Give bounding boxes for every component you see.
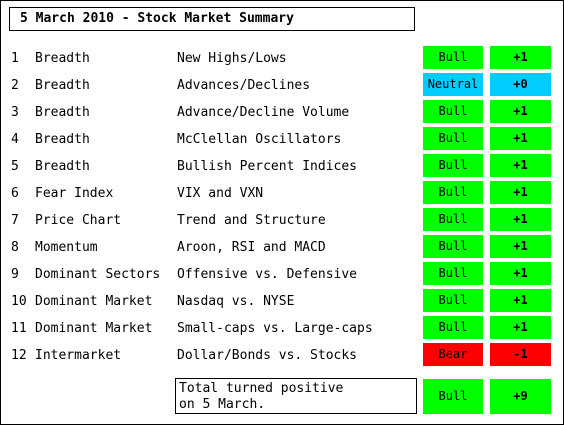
row-number: 4 — [11, 132, 19, 147]
row-number: 7 — [11, 213, 19, 228]
score-badge: +1 — [490, 262, 551, 285]
row-indicator: Advances/Declines — [177, 78, 311, 93]
row-indicator: Aroon, RSI and MACD — [177, 240, 326, 255]
score-badge: +1 — [490, 316, 551, 339]
table-row: 2 Breadth Advances/Declines Neutral +0 — [1, 72, 564, 99]
row-category: Momentum — [35, 240, 98, 255]
score-badge: +1 — [490, 127, 551, 150]
summary-note-line-2: on 5 March. — [179, 397, 266, 412]
row-indicator: New Highs/Lows — [177, 51, 287, 66]
score-badge: +1 — [490, 181, 551, 204]
table-row: 3 Breadth Advance/Decline Volume Bull +1 — [1, 99, 564, 126]
table-row: 7 Price Chart Trend and Structure Bull +1 — [1, 207, 564, 234]
row-category: Intermarket — [35, 348, 122, 363]
signal-badge: Neutral — [423, 73, 483, 96]
row-indicator: Advance/Decline Volume — [177, 105, 350, 120]
table-row: 4 Breadth McClellan Oscillators Bull +1 — [1, 126, 564, 153]
row-category: Breadth — [35, 51, 90, 66]
row-number: 5 — [11, 159, 19, 174]
summary-note-line-1: Total turned positive — [179, 381, 344, 396]
table-row: 10 Dominant Market Nasdaq vs. NYSE Bull +1 — [1, 288, 564, 315]
row-number: 6 — [11, 186, 19, 201]
row-category: Breadth — [35, 78, 90, 93]
signal-badge: Bull — [423, 100, 483, 123]
row-indicator: Offensive vs. Defensive — [177, 267, 358, 282]
signal-badge: Bull — [423, 181, 483, 204]
row-number: 9 — [11, 267, 19, 282]
page-title: 5 March 2010 - Stock Market Summary — [9, 7, 415, 31]
row-category: Dominant Sectors — [35, 267, 161, 282]
row-number: 1 — [11, 51, 19, 66]
row-indicator: VIX and VXN — [177, 186, 264, 201]
row-number: 10 — [11, 294, 27, 309]
signal-badge: Bear — [423, 343, 483, 366]
table-row: 5 Breadth Bullish Percent Indices Bull +1 — [1, 153, 564, 180]
table-row: 1 Breadth New Highs/Lows Bull +1 — [1, 45, 564, 72]
score-badge: +0 — [490, 73, 551, 96]
row-category: Dominant Market — [35, 321, 153, 336]
row-number: 11 — [11, 321, 27, 336]
score-badge: +1 — [490, 100, 551, 123]
row-category: Price Chart — [35, 213, 122, 228]
row-number: 12 — [11, 348, 27, 363]
table-row: 8 Momentum Aroon, RSI and MACD Bull +1 — [1, 234, 564, 261]
total-score-badge: +9 — [490, 379, 551, 414]
signal-badge: Bull — [423, 316, 483, 339]
row-indicator: McClellan Oscillators — [177, 132, 342, 147]
row-category: Breadth — [35, 159, 90, 174]
row-indicator: Trend and Structure — [177, 213, 326, 228]
signal-badge: Bull — [423, 127, 483, 150]
total-signal-badge: Bull — [423, 379, 483, 414]
score-badge: +1 — [490, 289, 551, 312]
row-indicator: Dollar/Bonds vs. Stocks — [177, 348, 358, 363]
table-row: 6 Fear Index VIX and VXN Bull +1 — [1, 180, 564, 207]
score-badge: +1 — [490, 46, 551, 69]
score-badge: +1 — [490, 208, 551, 231]
score-badge: +1 — [490, 154, 551, 177]
score-badge: -1 — [490, 343, 551, 366]
row-number: 3 — [11, 105, 19, 120]
row-category: Breadth — [35, 105, 90, 120]
signal-badge: Bull — [423, 154, 483, 177]
row-indicator: Small-caps vs. Large-caps — [177, 321, 373, 336]
row-number: 2 — [11, 78, 19, 93]
row-indicator: Nasdaq vs. NYSE — [177, 294, 295, 309]
signal-badge: Bull — [423, 235, 483, 258]
row-indicator: Bullish Percent Indices — [177, 159, 358, 174]
signal-badge: Bull — [423, 289, 483, 312]
table-row: 12 Intermarket Dollar/Bonds vs. Stocks Bear… — [1, 342, 564, 369]
row-category: Fear Index — [35, 186, 114, 201]
signal-badge: Bull — [423, 262, 483, 285]
summary-note: Total turned positive on 5 March. — [175, 378, 417, 414]
table-row: 9 Dominant Sectors Offensive vs. Defensive… — [1, 261, 564, 288]
signal-badge: Bull — [423, 46, 483, 69]
table-row: 11 Dominant Market Small-caps vs. Large-ca… — [1, 315, 564, 342]
signal-badge: Bull — [423, 208, 483, 231]
score-badge: +1 — [490, 235, 551, 258]
row-category: Dominant Market — [35, 294, 153, 309]
row-number: 8 — [11, 240, 19, 255]
row-category: Breadth — [35, 132, 90, 147]
